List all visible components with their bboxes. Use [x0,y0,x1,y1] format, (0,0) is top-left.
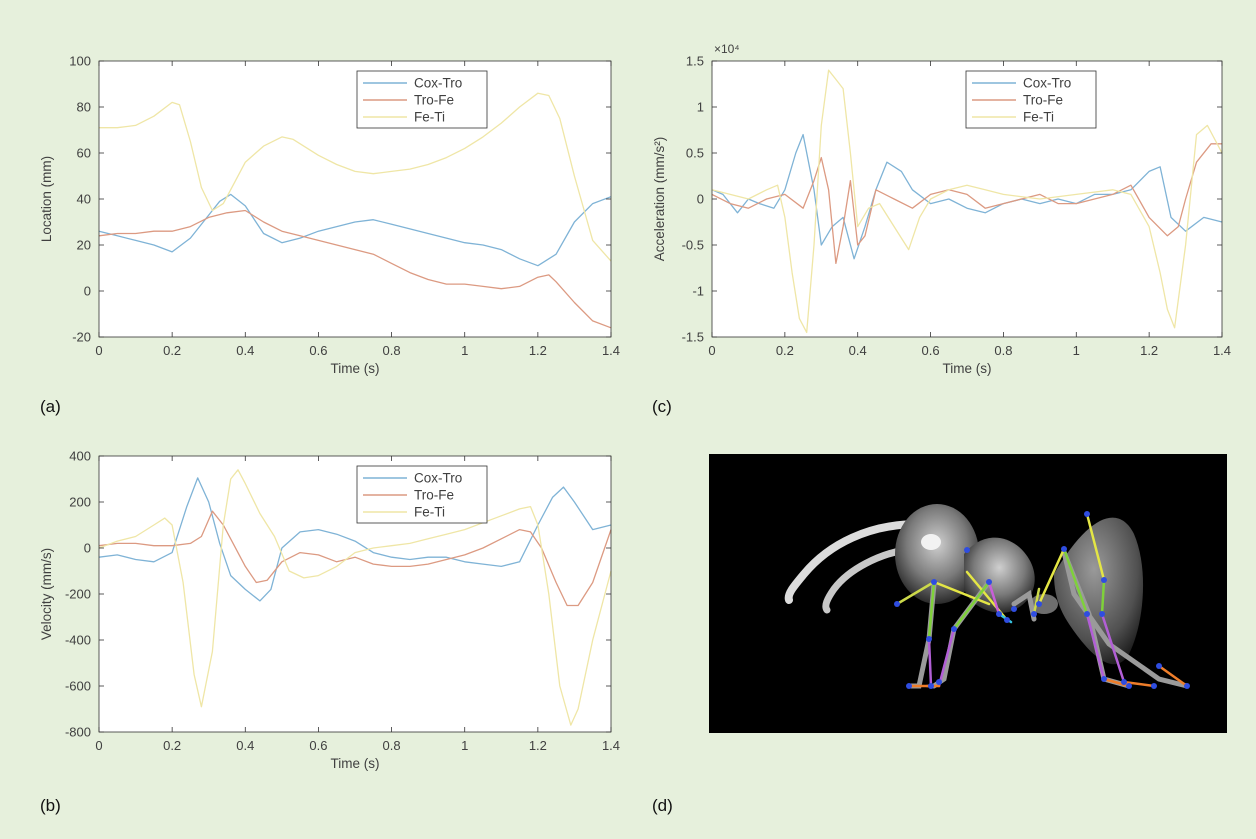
y-axis-label: Acceleration (mm/s²) [652,137,667,262]
panel-label-a: (a) [40,397,61,416]
y-tick-label: -200 [65,587,91,602]
x-tick-label: 0.2 [776,343,794,358]
y-tick-label: 40 [77,192,91,207]
x-tick-label: 1.2 [529,738,547,753]
series-line-cox-tro [711,133,1223,260]
y-exponent-label: ×10⁴ [714,42,740,56]
x-tick-label: 0.8 [383,738,401,753]
series-line-fe-ti [711,69,1223,334]
plot-area [99,61,611,337]
x-tick-label: 1 [461,343,468,358]
legend-entry: Cox-Tro [1023,76,1071,91]
y-tick-label: -600 [65,679,91,694]
y-tick-label: 0 [697,192,704,207]
series-line-fe-ti [99,92,612,262]
legend-entry: Fe-Ti [414,110,445,125]
y-tick-label: 0 [84,541,91,556]
legend-entry: Tro-Fe [1023,93,1063,108]
x-tick-label: 1.4 [602,738,620,753]
pose-keypoints [894,511,1190,689]
x-tick-label: 0.2 [163,738,181,753]
ant-antenna [784,520,923,604]
y-tick-label: -20 [72,330,91,345]
y-tick-label: 0 [84,284,91,299]
x-tick-label: 0 [95,738,102,753]
x-tick-label: 0.8 [994,343,1012,358]
chart-panel-a: 0 0.2 0.4 0.6 0.8 1 1.2 1.4 -20 0 20 40 60 80 100 Time … [39,54,620,377]
y-tick-label: -1.5 [682,330,704,345]
y-tick-label: -400 [65,633,91,648]
x-tick-label: 0.2 [163,343,181,358]
x-axis-label: Time (s) [331,361,380,376]
y-axis-label: Location (mm) [39,156,54,242]
x-tick-label: 0.6 [922,343,940,358]
x-tick-label: 0.8 [383,343,401,358]
panel-label-d: (d) [652,796,673,815]
x-tick-label: 0 [95,343,102,358]
x-tick-label: 1 [461,738,468,753]
x-tick-label: 1.2 [529,343,547,358]
series-line-fe-ti [98,469,612,726]
y-tick-label: -0.5 [682,238,704,253]
series-line-tro-fe [711,143,1222,265]
y-tick-label: 100 [69,54,91,69]
legend-entry: Tro-Fe [414,488,454,503]
x-axis-label: Time (s) [943,361,992,376]
ant-eye [921,534,941,550]
y-tick-label: 20 [77,238,91,253]
y-tick-label: 1.5 [686,54,704,69]
x-tick-label: 1.4 [602,343,620,358]
panel-label-c: (c) [652,397,672,416]
x-tick-label: 1.2 [1140,343,1158,358]
chart-panel-b: 0 0.2 0.4 0.6 0.8 1 1.2 1.4 -800 -600 -400 -200 0 200… [39,449,620,772]
y-tick-label: -1 [692,284,704,299]
x-axis-label: Time (s) [331,756,380,771]
ant-pose-image [709,454,1227,733]
legend-entry: Cox-Tro [414,76,462,91]
ant-head [895,504,979,604]
x-tick-label: 1 [1073,343,1080,358]
y-axis-label: Velocity (mm/s) [39,548,54,640]
x-tick-label: 0.4 [236,738,254,753]
y-tick-label: 200 [69,495,91,510]
legend-entry: Fe-Ti [414,505,445,520]
y-tick-label: -800 [65,725,91,740]
x-tick-label: 0 [708,343,715,358]
y-tick-label: 80 [77,100,91,115]
plot-area [99,456,611,732]
legend-entry: Cox-Tro [414,471,462,486]
ant-pose-photo [709,454,1227,733]
legend-entry: Tro-Fe [414,93,454,108]
x-tick-label: 0.6 [309,343,327,358]
ant-antenna [822,545,913,614]
x-tick-label: 1.4 [1213,343,1231,358]
y-tick-label: 0.5 [686,146,704,161]
chart-panel-c: 0 0.2 0.4 0.6 0.8 1 1.2 1.4 -1.5 -1 -0.5 0 0.5 1 1.5 ×1… [652,42,1231,376]
y-tick-label: 60 [77,146,91,161]
y-tick-label: 400 [69,449,91,464]
x-tick-label: 0.6 [309,738,327,753]
panel-label-b: (b) [40,796,61,815]
y-tick-label: 1 [697,100,704,115]
x-tick-label: 0.4 [849,343,867,358]
series-line-tro-fe [98,209,612,329]
series-line-cox-tro [98,193,612,267]
x-tick-label: 0.4 [236,343,254,358]
series-line-cox-tro [98,477,612,602]
ant-gaster [1054,517,1144,665]
legend-entry: Fe-Ti [1023,110,1054,125]
